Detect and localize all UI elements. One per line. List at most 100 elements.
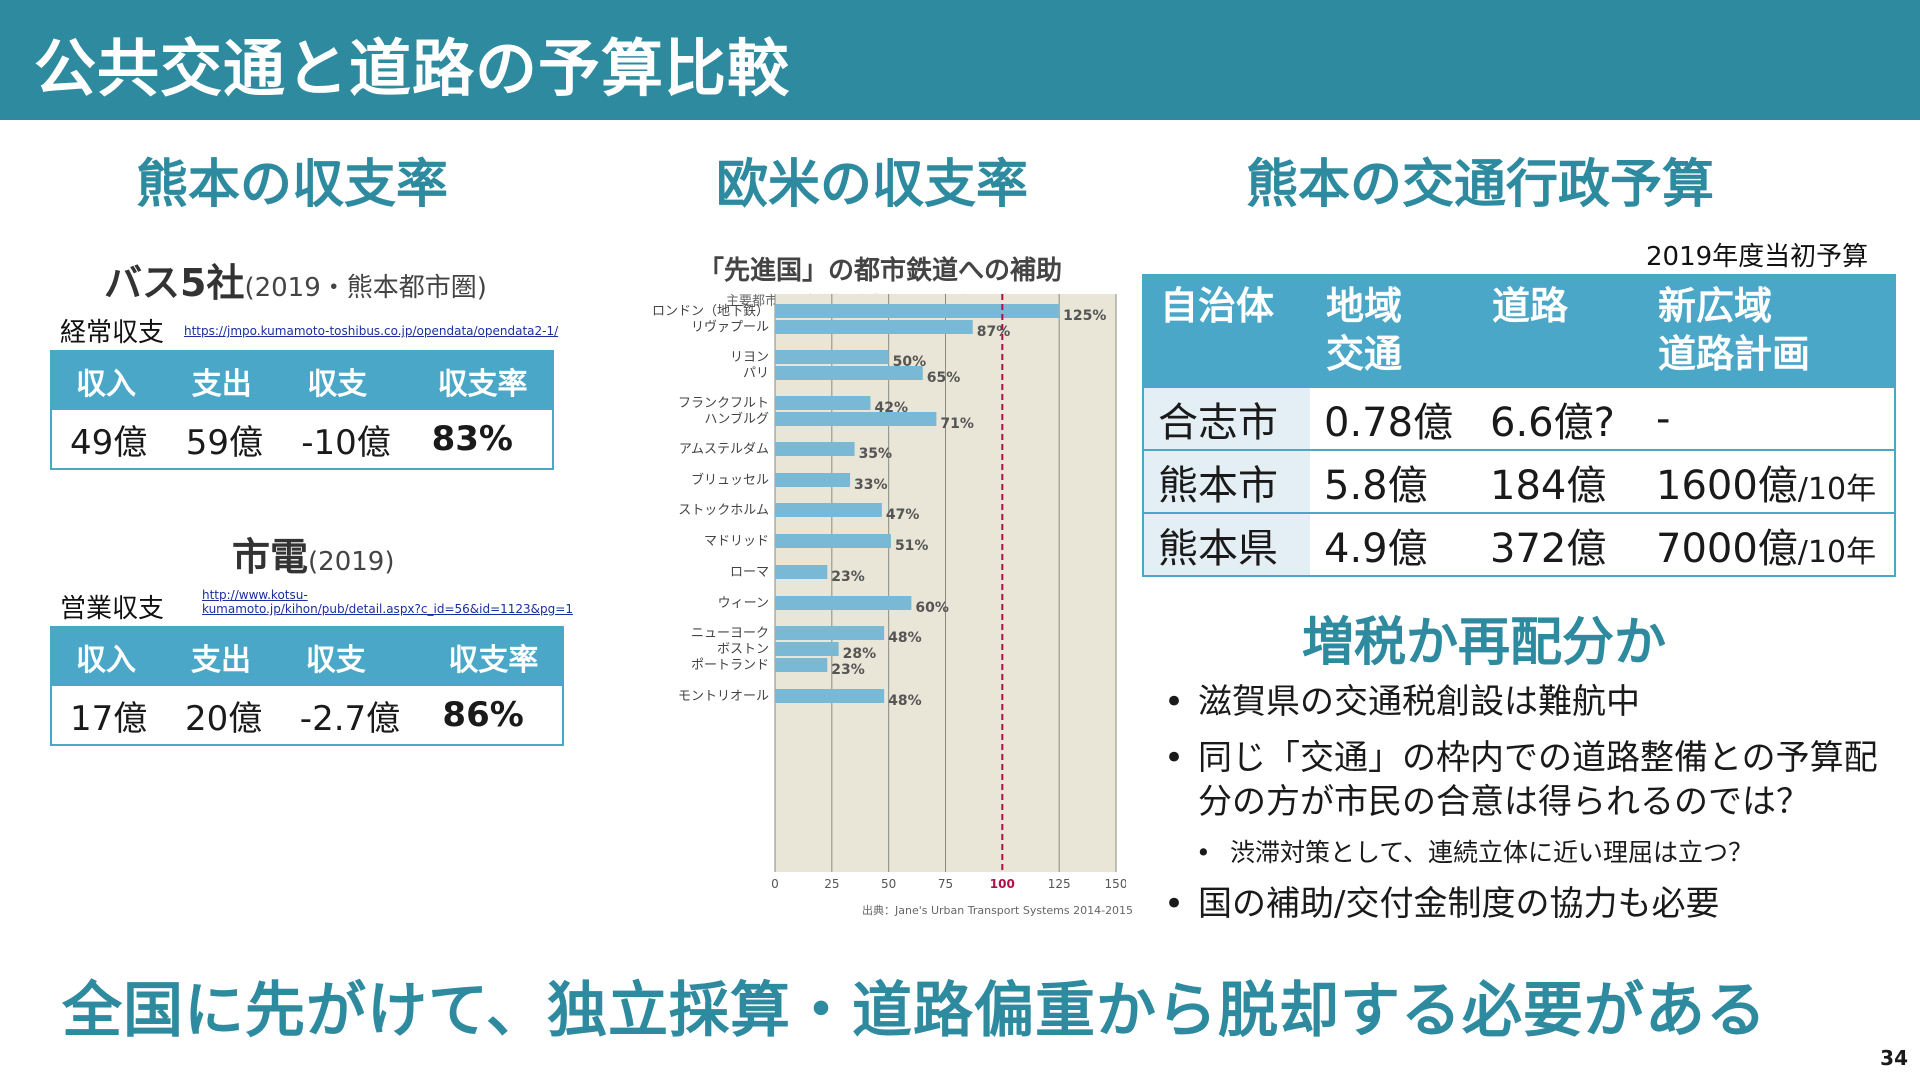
chart-category-label: ボストン xyxy=(717,642,769,657)
chart-data-label: 65% xyxy=(927,370,961,386)
tram-heading-title: 市電 xyxy=(232,535,309,579)
tram-link-line2: kumamoto.jp/kihon/pub/detail.aspx?c_id=5… xyxy=(202,602,573,616)
chart-category-label: モントリオール xyxy=(678,689,769,704)
conclusion-statement: 全国に先がけて、独立採算・道路偏重から脱却する必要がある xyxy=(62,976,1767,1046)
chart-bar xyxy=(775,503,882,517)
budget-plan: - xyxy=(1642,386,1895,450)
budget-road: 372億 xyxy=(1476,512,1642,576)
chart-category-label: パリ xyxy=(743,366,769,381)
chart-tick-label: 25 xyxy=(824,877,839,891)
bus-balance: -10億 xyxy=(283,410,414,469)
budget-plan-value: - xyxy=(1656,395,1671,442)
bus-heading-title: バス5社 xyxy=(104,261,245,305)
header-balance: 収支 xyxy=(283,351,414,410)
tram-finance-table: 収入 支出 収支 収支率 17億 20億 -2.7億 86% xyxy=(50,626,564,746)
tram-heading: 市電(2019) xyxy=(232,526,394,581)
bullet-item: 国の補助/交付金制度の協力も必要 xyxy=(1160,882,1900,926)
tram-label: 営業収支 xyxy=(60,594,165,624)
budget-road: 184億 xyxy=(1476,449,1642,513)
bus-source-link[interactable]: https://jmpo.kumamoto-toshibus.co.jp/ope… xyxy=(184,324,559,338)
chart-category-label: マドリッド xyxy=(704,534,769,549)
header-regional-transit: 地域 交通 xyxy=(1310,275,1476,387)
chart-category-label: リヨン xyxy=(730,350,769,365)
page-title: 公共交通と道路の予算比較 xyxy=(34,32,791,105)
tram-income: 17億 xyxy=(51,686,167,745)
bullet-item: 滋賀県の交通税創設は難航中 xyxy=(1160,680,1900,724)
bullet-item: 同じ「交通」の枠内での道路整備との予算配分の方が市民の合意は得られるのでは？ xyxy=(1160,736,1900,824)
tram-link-line1: http://www.kotsu- xyxy=(202,588,308,602)
header-balance: 収支 xyxy=(281,627,425,686)
section-heading-kumamoto-ratio: 熊本の収支率 xyxy=(136,155,449,215)
chart-tick-label: 150 xyxy=(1105,877,1126,891)
tax-heading: 増税か再配分か xyxy=(1302,613,1667,673)
bus-ratio: 83% xyxy=(413,410,553,469)
header-municipality: 自治体 xyxy=(1143,275,1310,387)
chart-category-label: ロンドン（地下鉄） xyxy=(652,304,769,319)
budget-plan: 7000億/10年 xyxy=(1642,512,1895,576)
chart-bar xyxy=(775,366,923,380)
header-income: 収入 xyxy=(51,351,168,410)
budget-year-note: 2019年度当初予算 xyxy=(1646,242,1869,272)
chart-bar xyxy=(775,534,891,548)
section-heading-kumamoto-budget: 熊本の交通行政予算 xyxy=(1246,155,1715,215)
title-bar: 公共交通と道路の予算比較 xyxy=(0,0,1920,120)
header-municipality-label: 自治体 xyxy=(1160,284,1275,328)
bus-income: 49億 xyxy=(51,410,168,469)
chart-category-label: ローマ xyxy=(730,565,769,580)
chart-bar xyxy=(775,642,839,656)
budget-road: 6.6億? xyxy=(1476,386,1642,450)
table-row: 49億 59億 -10億 83% xyxy=(51,410,553,469)
bus-finance-table: 収入 支出 収支 収支率 49億 59億 -10億 83% xyxy=(50,350,554,470)
chart-category-label: リヴァプール xyxy=(691,319,769,335)
budget-plan-value: 7000億 xyxy=(1656,525,1798,572)
chart-category-label: フランクフルト xyxy=(678,396,769,411)
chart-data-label: 48% xyxy=(888,693,922,709)
bus-expense: 59億 xyxy=(167,410,284,469)
header-road-label: 道路 xyxy=(1492,284,1569,328)
chart-bar xyxy=(775,442,855,456)
chart-source: 出典：Jane's Urban Transport Systems 2014-2… xyxy=(862,904,1134,917)
chart-tick-label: 0 xyxy=(771,877,779,891)
tax-bullet-list: 滋賀県の交通税創設は難航中 同じ「交通」の枠内での道路整備との予算配分の方が市民… xyxy=(1160,680,1900,938)
header-transit-line2: 交通 xyxy=(1326,332,1403,376)
bus-heading: バス5社(2019・熊本都市圏) xyxy=(104,252,487,307)
header-income: 収入 xyxy=(51,627,167,686)
budget-city: 熊本市 xyxy=(1143,449,1310,513)
chart-bar xyxy=(775,689,885,703)
header-road: 道路 xyxy=(1476,275,1642,387)
budget-plan: 1600億/10年 xyxy=(1642,449,1895,513)
header-ratio: 収支率 xyxy=(424,627,563,686)
header-expense: 支出 xyxy=(167,351,284,410)
table-row: 熊本県 4.9億 372億 7000億/10年 xyxy=(1143,512,1895,576)
tram-balance: -2.7億 xyxy=(281,686,425,745)
chart-data-label: 23% xyxy=(831,662,865,678)
chart-bar xyxy=(775,320,973,334)
chart-data-label: 33% xyxy=(854,477,888,493)
header-expense: 支出 xyxy=(167,627,282,686)
header-plan-line1: 新広域 xyxy=(1658,284,1773,328)
chart-tick-label: 125 xyxy=(1048,877,1071,891)
chart-data-label: 51% xyxy=(895,538,929,554)
budget-city: 熊本県 xyxy=(1143,512,1310,576)
table-header-row: 収入 支出 収支 収支率 xyxy=(51,351,553,410)
tram-source-link[interactable]: http://www.kotsu- kumamoto.jp/kihon/pub/… xyxy=(202,588,573,616)
chart-bar xyxy=(775,473,851,487)
chart-category-label: ブリュッセル xyxy=(691,472,769,488)
chart-tick-label: 50 xyxy=(881,877,896,891)
chart-data-label: 35% xyxy=(859,446,893,462)
budget-transit: 5.8億 xyxy=(1310,449,1476,513)
chart-bar xyxy=(775,596,912,610)
chart-data-label: 87% xyxy=(977,324,1011,340)
tram-expense: 20億 xyxy=(167,686,282,745)
budget-transit: 0.78億 xyxy=(1310,386,1476,450)
header-transit-line1: 地域 xyxy=(1326,284,1403,328)
chart-data-label: 47% xyxy=(886,507,920,523)
header-ratio: 収支率 xyxy=(413,351,553,410)
table-row: 熊本市 5.8億 184億 1600億/10年 xyxy=(1143,449,1895,513)
bus-heading-note: (2019・熊本都市圏) xyxy=(244,273,487,303)
budget-city: 合志市 xyxy=(1143,386,1310,450)
chart-category-label: ニューヨーク xyxy=(691,626,769,641)
chart-category-label: ストックホルム xyxy=(678,503,769,518)
chart-bar xyxy=(775,412,937,426)
budget-plan-value: 1600億 xyxy=(1656,462,1798,509)
